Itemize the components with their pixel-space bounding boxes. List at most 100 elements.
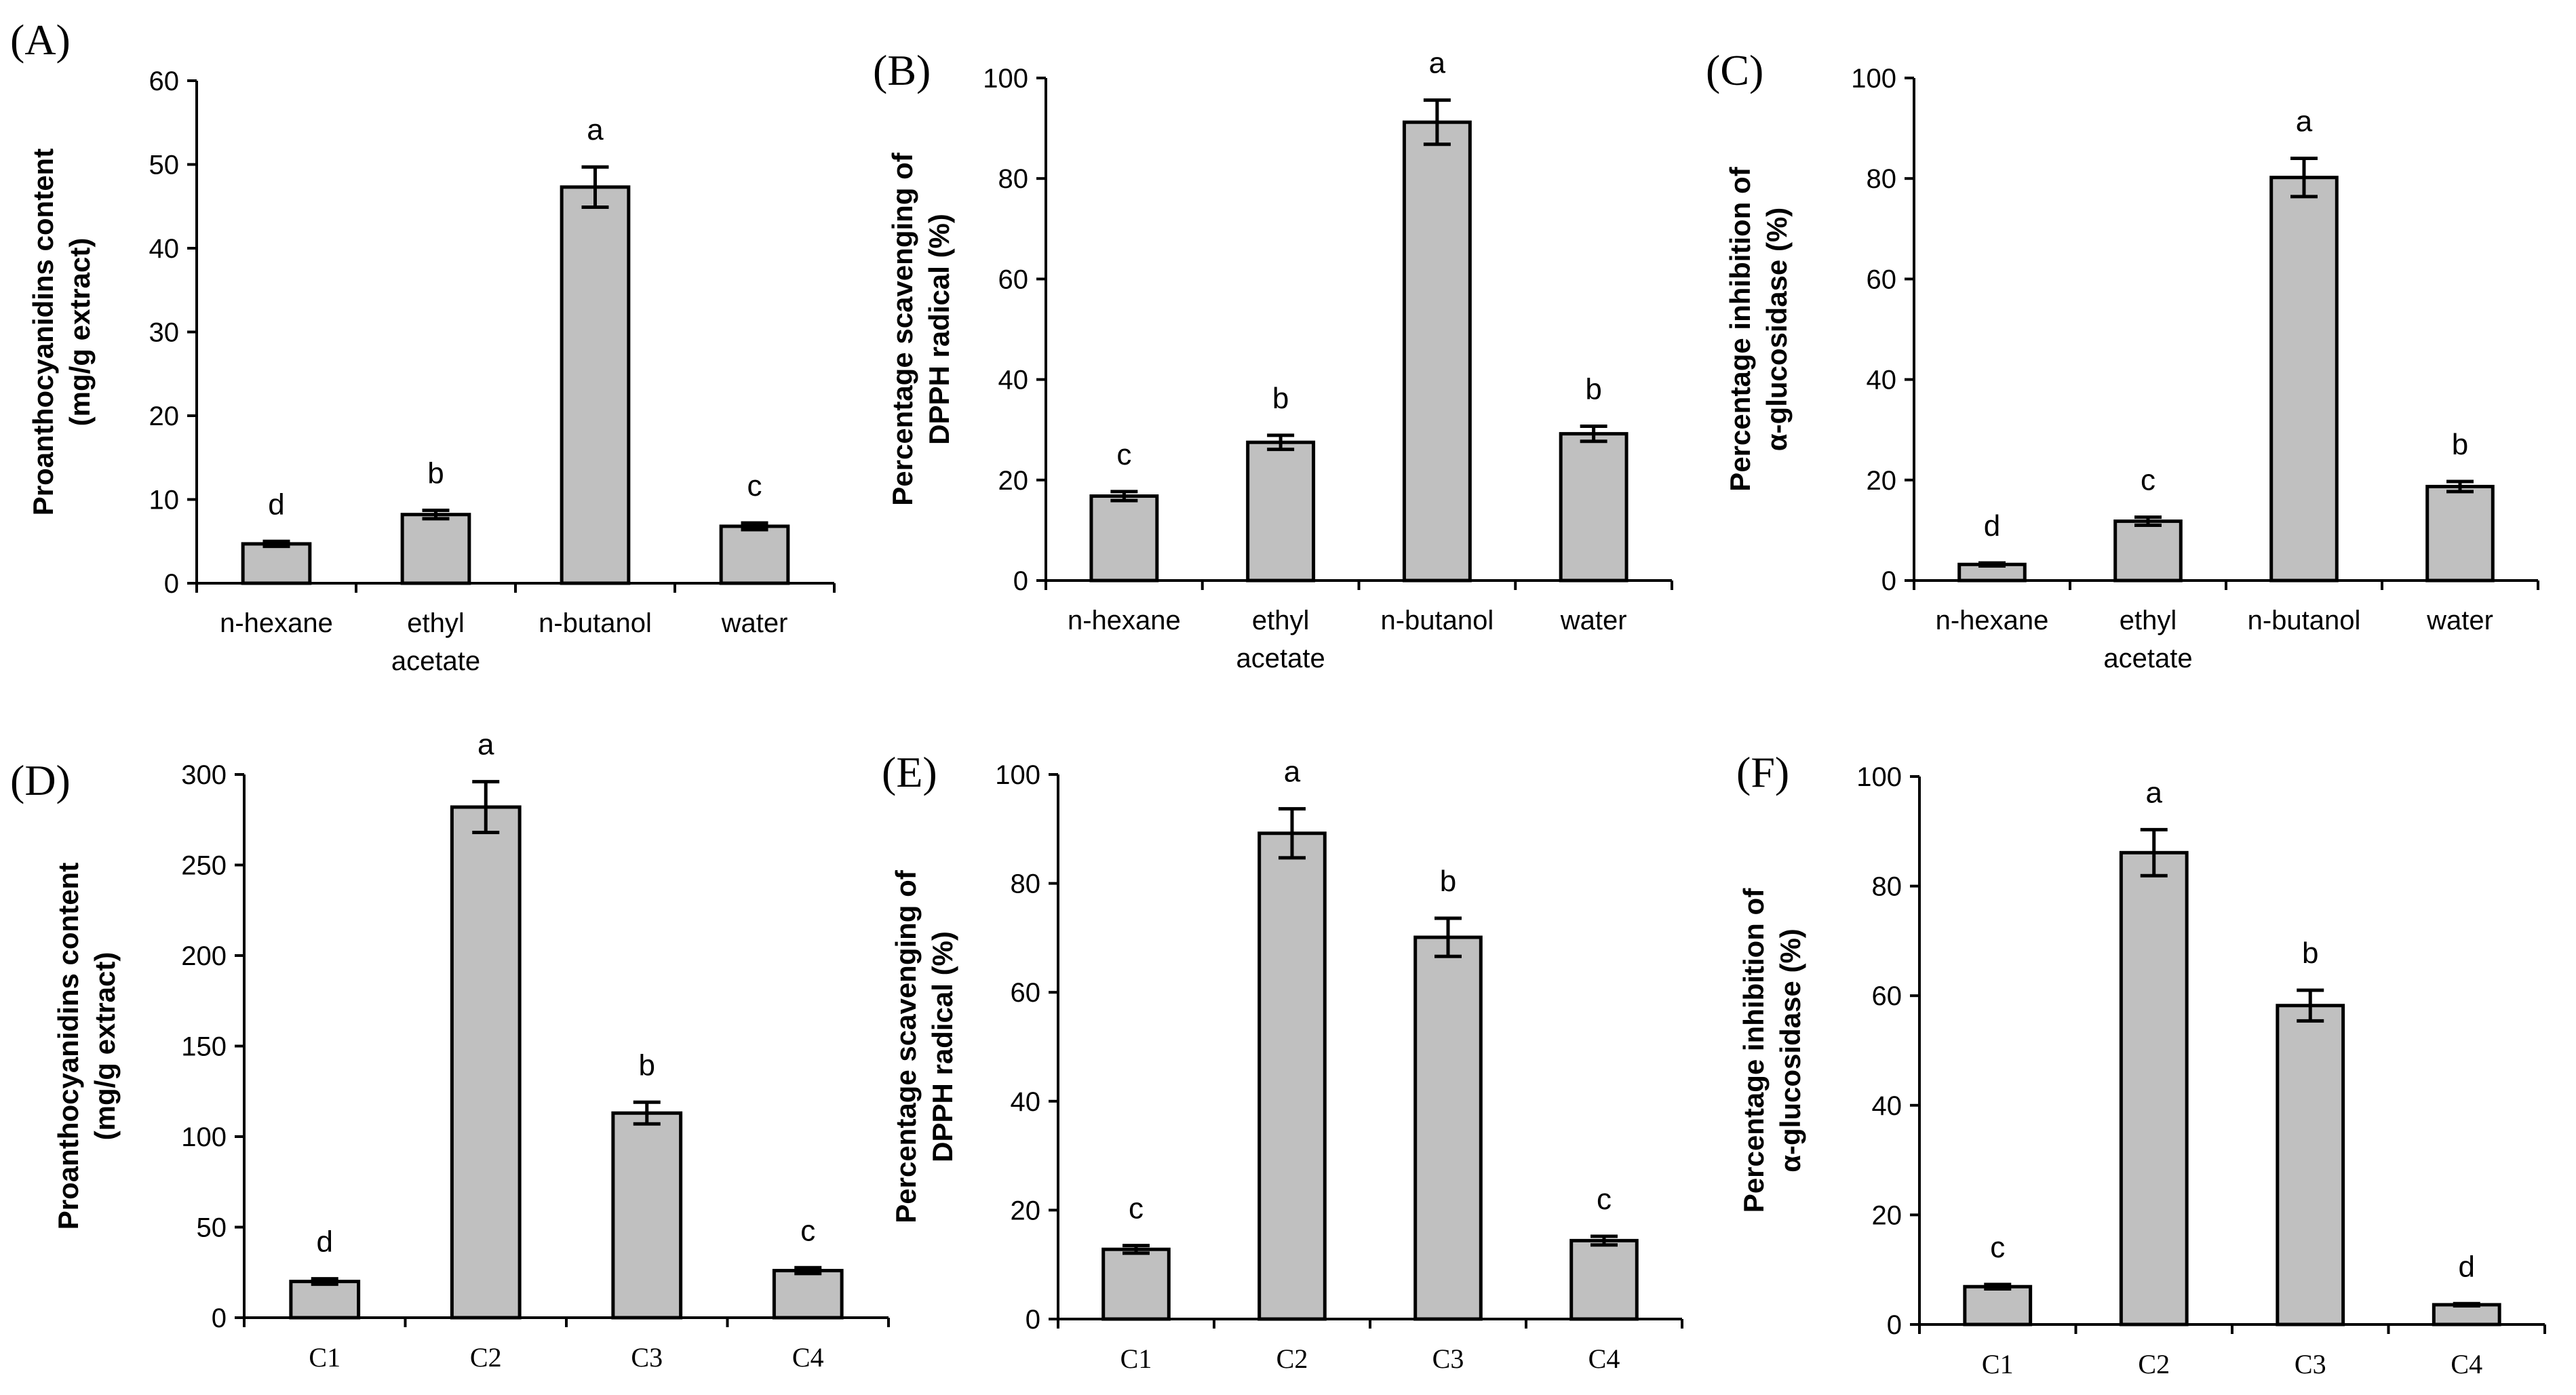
x-tick-label-line: C2	[470, 1342, 502, 1373]
panel-d: (D) Proanthocyanidins content (mg/g extrac…	[10, 728, 890, 1373]
x-tick-label-line: C1	[1120, 1343, 1152, 1374]
x-tick-label: n-butanol	[2248, 606, 2361, 635]
x-tick-label-line: water	[1560, 606, 1627, 635]
significance-label: b	[427, 457, 444, 490]
y-axis-label: Proanthocyanidins content (mg/g extract)	[52, 863, 121, 1230]
panel-f: (F) Percentage inhibition of α-glucosidase…	[1736, 748, 2546, 1379]
y-tick-label: 50	[149, 151, 180, 180]
significance-label: b	[2302, 937, 2318, 970]
y-tick-label: 0	[1881, 566, 1896, 596]
y-axis-label-line: α-glucosidase (%)	[1761, 208, 1793, 452]
y-tick-label: 80	[1011, 869, 1041, 899]
x-tick-label: C2	[2138, 1349, 2170, 1379]
bar	[560, 185, 631, 585]
x-tick-label: C3	[631, 1342, 663, 1373]
y-tick-label: 150	[181, 1032, 227, 1062]
bar	[2425, 484, 2495, 583]
significance-label: a	[2296, 105, 2313, 138]
y-tick-label: 30	[149, 318, 180, 348]
panel-letter: (E)	[882, 748, 937, 796]
bar	[611, 1111, 683, 1320]
x-tick-label: C3	[2295, 1349, 2326, 1379]
x-tick-label-line: n-hexane	[1068, 606, 1181, 635]
x-tick-label-line: C4	[792, 1342, 824, 1373]
bar	[241, 542, 312, 585]
x-tick-label-line: C3	[631, 1342, 663, 1373]
y-tick-label: 60	[1867, 264, 1897, 294]
y-tick-label: 40	[149, 234, 180, 264]
significance-label: c	[800, 1214, 815, 1247]
panel-letter: (D)	[10, 756, 71, 804]
y-tick-label: 20	[1867, 466, 1897, 496]
significance-label: d	[268, 488, 284, 521]
bar	[1101, 1247, 1171, 1321]
bar	[1402, 120, 1472, 583]
y-axis-label-line: Percentage inhibition of	[1738, 888, 1770, 1213]
y-axis-label-line: Percentage scavenging of	[886, 152, 918, 506]
bar	[2119, 850, 2189, 1327]
y-tick-label: 60	[1872, 981, 1902, 1011]
x-tick-label-line: ethyl	[1252, 606, 1310, 635]
bar	[2113, 519, 2183, 583]
y-axis-label-line: (mg/g extract)	[64, 238, 96, 427]
x-tick-label: n-hexane	[1068, 606, 1181, 635]
significance-label: b	[639, 1048, 655, 1082]
bar	[772, 1269, 844, 1320]
x-tick-label: C4	[1588, 1343, 1620, 1374]
x-tick-label: n-butanol	[1380, 606, 1494, 635]
x-tick-label-line: n-hexane	[220, 608, 333, 638]
y-axis-label: Percentage scavenging of DPPH radical (%)	[890, 869, 958, 1223]
x-tick-label: n-butanol	[539, 608, 652, 638]
bar	[450, 805, 522, 1320]
bar	[1963, 1284, 2033, 1327]
panel-letter: (A)	[10, 16, 71, 64]
y-axis-label-line: Proanthocyanidins content	[27, 149, 59, 515]
y-tick-label: 50	[197, 1213, 227, 1243]
x-tick-label-line: n-butanol	[2248, 606, 2361, 635]
x-tick-label: C2	[1276, 1343, 1308, 1374]
bar	[289, 1280, 361, 1320]
panel-letter: (F)	[1736, 748, 1789, 796]
bar	[1089, 494, 1159, 583]
y-axis-label: Percentage inhibition of α-glucosidase (%…	[1738, 888, 1806, 1213]
bar	[1413, 935, 1483, 1321]
bar	[719, 524, 790, 585]
significance-label: c	[747, 469, 762, 503]
significance-label: a	[1284, 755, 1301, 789]
bar	[400, 513, 471, 585]
bar	[2276, 1004, 2345, 1327]
panel-e: (E) Percentage scavenging of DPPH radical …	[882, 748, 1683, 1374]
y-tick-label: 20	[1011, 1196, 1041, 1225]
significance-label: b	[1440, 865, 1456, 898]
x-tick-label-line: acetate	[2103, 644, 2192, 673]
x-tick-label: C1	[1120, 1343, 1152, 1374]
y-tick-label: 100	[181, 1122, 227, 1152]
x-tick-label-line: ethyl	[2120, 606, 2177, 635]
y-axis-label-line: α-glucosidase (%)	[1774, 928, 1806, 1173]
y-axis-label: Percentage scavenging of DPPH radical (%)	[886, 152, 955, 506]
bar	[1246, 440, 1316, 583]
significance-label: c	[1129, 1192, 1144, 1225]
significance-label: d	[1984, 509, 2000, 543]
y-tick-label: 40	[1011, 1087, 1041, 1117]
x-tick-label-line: acetate	[1236, 644, 1325, 673]
y-tick-label: 0	[1026, 1305, 1040, 1335]
panel-letter: (B)	[873, 46, 931, 94]
y-tick-label: 100	[995, 760, 1040, 790]
x-tick-label-line: n-butanol	[539, 608, 652, 638]
x-tick-label-line: C4	[1588, 1343, 1620, 1374]
panel-a: (A) Proanthocyanidins content (mg/g extrac…	[10, 16, 836, 676]
x-tick-label-line: water	[2426, 606, 2493, 635]
x-tick-label: C4	[2451, 1349, 2482, 1379]
x-tick-label: water	[721, 608, 788, 638]
y-tick-label: 60	[1011, 978, 1041, 1008]
x-tick-label-line: water	[721, 608, 788, 638]
y-tick-label: 100	[1856, 762, 1902, 792]
y-tick-label: 10	[149, 486, 180, 515]
x-tick-label: n-hexane	[220, 608, 333, 638]
bar	[1559, 432, 1628, 583]
bar	[2432, 1303, 2501, 1327]
y-tick-label: 60	[998, 264, 1029, 294]
x-tick-label-line: C1	[1982, 1349, 2014, 1379]
